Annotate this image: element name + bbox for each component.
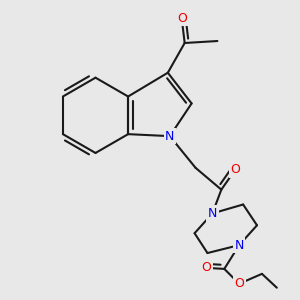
- Text: O: O: [234, 277, 244, 290]
- Text: O: O: [177, 12, 187, 25]
- Text: O: O: [230, 163, 240, 176]
- Text: N: N: [208, 207, 217, 220]
- Text: O: O: [202, 261, 212, 274]
- Text: N: N: [235, 238, 244, 252]
- Text: N: N: [165, 130, 175, 142]
